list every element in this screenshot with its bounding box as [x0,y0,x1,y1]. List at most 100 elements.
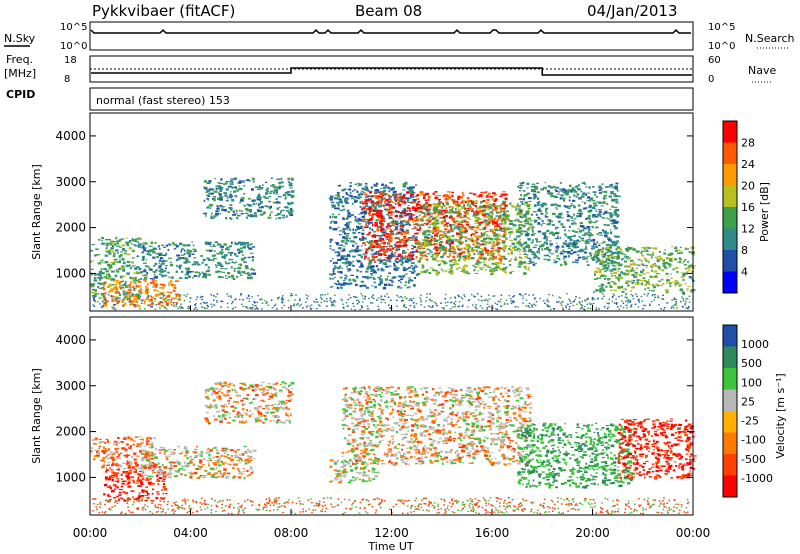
power-ground-cell [685,300,687,303]
power-cell-4 [333,221,338,224]
power-cell-7 [526,254,529,256]
power-cell-5 [378,213,383,215]
power-cell-2 [233,252,237,256]
power-cell-5 [379,215,383,218]
power-cell-4 [408,280,410,284]
power-cell-6 [521,250,526,253]
power-ground-cell [539,297,541,300]
power-cell-0 [98,271,101,274]
power-cell-1 [103,284,106,287]
power-cell-7 [536,197,540,200]
power-cell-1 [129,282,132,285]
power-cell-5 [407,248,409,251]
power-ground-cell [400,300,403,302]
power-cell-0 [129,286,132,289]
power-cell-3 [277,217,282,219]
power-cell-2 [201,261,204,264]
power-cell-1 [121,299,125,302]
power-cell-3 [277,212,281,216]
power-cell-5 [491,208,495,211]
power-cell-6 [489,207,493,209]
power-cell-6 [441,223,444,225]
power-cell-8 [692,254,696,256]
power-cell-2 [141,258,145,261]
power-cell-2 [243,256,247,259]
power-cell-7 [523,242,526,245]
power-cell-3 [205,191,208,194]
power-cell-4 [372,270,377,273]
power-cell-7 [580,249,585,252]
power-cell-2 [194,263,197,266]
power-cell-4 [360,239,363,241]
power-cell-7 [549,231,554,234]
power-cell-5 [501,240,506,243]
power-cell-2 [153,276,158,279]
power-cell-2 [209,249,213,252]
power-ground-cell [167,304,169,306]
power-cell-5 [442,248,447,251]
power-cell-4 [364,182,368,185]
power-ground-cell [377,297,380,299]
power-cell-8 [599,259,604,262]
power-cell-6 [417,240,421,243]
power-cell-3 [257,195,261,198]
power-cell-6 [460,206,465,210]
power-ground-cell [430,306,432,308]
power-cell-4 [367,222,370,225]
power-cell-8 [605,247,609,249]
power-cell-6 [441,247,445,249]
power-ground-cell [160,301,163,303]
power-cell-8 [672,268,675,271]
power-cell-2 [237,248,241,251]
power-cell-6 [498,266,501,270]
power-cell-2 [169,261,172,264]
power-cell-0 [119,239,121,243]
power-cell-3 [284,191,289,194]
power-cell-7 [610,192,614,195]
power-cell-5 [482,205,487,207]
power-cell-4 [361,249,363,251]
power-cell-5 [395,241,398,244]
power-cell-5 [457,195,461,198]
power-cell-5 [446,256,450,258]
power-cell-7 [528,260,532,263]
power-cell-6 [453,238,455,241]
power-cell-5 [407,237,412,239]
power-cell-6 [474,216,478,219]
power-cell-4 [380,268,385,272]
power-cell-7 [586,200,591,202]
power-cell-4 [335,283,339,286]
power-cell-4 [401,252,404,254]
power-cell-5 [390,245,392,247]
power-cell-4 [346,234,349,237]
power-cell-7 [555,186,560,189]
power-cell-8 [630,247,633,250]
power-cell-6 [444,235,447,237]
power-cell-4 [393,268,396,271]
power-cell-7 [570,253,573,255]
power-cell-6 [424,235,428,238]
power-cell-6 [458,203,461,206]
power-cell-0 [121,265,125,268]
power-cell-6 [432,258,434,261]
power-cell-5 [375,211,379,213]
power-cell-6 [468,204,470,207]
power-cell-5 [459,235,462,238]
power-ground-cell [139,308,141,310]
power-cell-2 [205,270,210,273]
power-cell-5 [430,213,434,215]
power-cell-5 [388,209,391,211]
power-ground-cell [518,293,521,296]
power-cell-8 [609,250,613,253]
power-cell-2 [193,275,198,277]
power-cell-5 [419,191,424,194]
power-cell-4 [378,253,382,255]
power-cell-6 [501,235,505,238]
power-cell-0 [100,292,105,296]
power-cell-7 [614,213,618,216]
power-ground-cell [671,306,673,308]
power-cell-6 [420,217,424,219]
power-cell-6 [493,249,496,251]
power-cell-4 [380,187,382,190]
power-cell-4 [365,221,368,224]
